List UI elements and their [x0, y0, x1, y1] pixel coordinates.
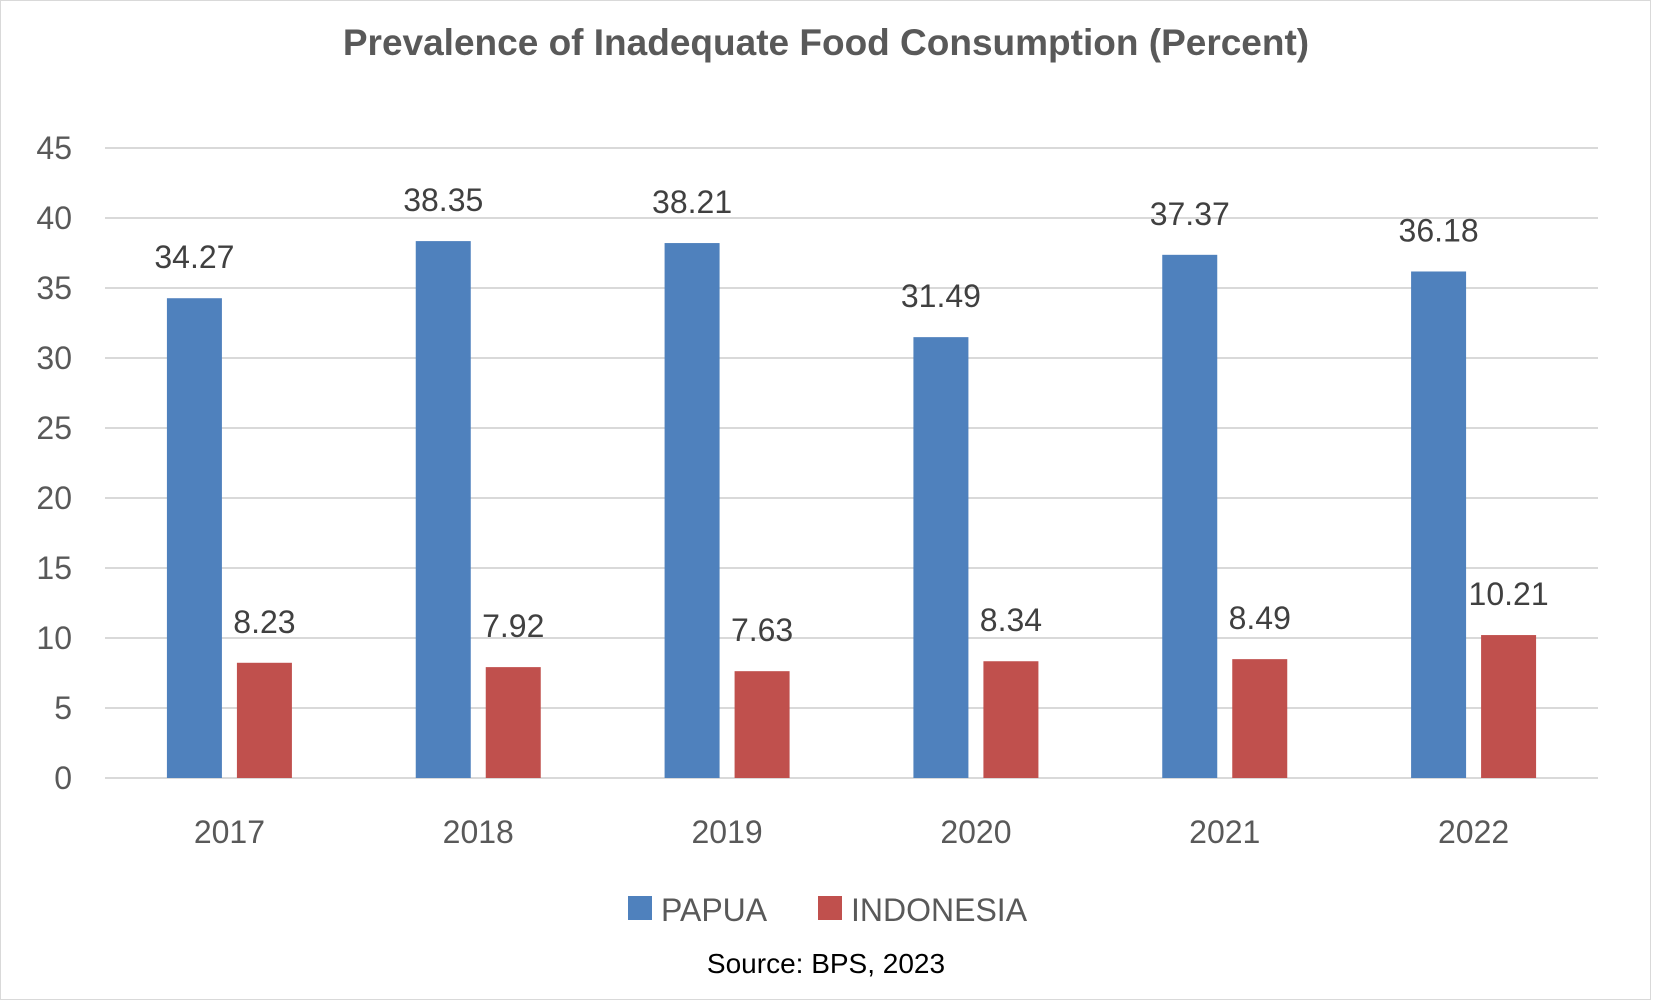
data-label-papua-2018: 38.35	[403, 182, 483, 218]
y-axis-ticks: 0 5 10 15 20 25 30 35 40 45	[36, 130, 72, 796]
y-tick-label: 10	[36, 620, 72, 656]
y-tick-label: 45	[36, 130, 72, 166]
data-label-papua-2022: 36.18	[1399, 212, 1479, 248]
data-label-papua-2021: 37.37	[1150, 196, 1230, 232]
data-label-indonesia-2019: 7.63	[731, 612, 793, 648]
data-label-papua-2019: 38.21	[652, 184, 732, 220]
data-label-indonesia-2021: 8.49	[1229, 600, 1291, 636]
bar-papua-2019	[664, 243, 720, 778]
y-tick-label: 40	[36, 200, 72, 236]
legend-label-indonesia: INDONESIA	[851, 892, 1028, 928]
bar-papua-2020	[913, 337, 969, 778]
y-tick-label: 25	[36, 410, 72, 446]
bar-papua-2022	[1411, 271, 1467, 778]
bar-indonesia-2017	[236, 662, 292, 778]
legend-label-papua: PAPUA	[661, 892, 768, 928]
x-axis-ticks: 2017 2018 2019 2020 2021 2022	[194, 814, 1509, 850]
data-label-papua-2020: 31.49	[901, 278, 981, 314]
data-label-indonesia-2017: 8.23	[233, 604, 295, 640]
data-label-indonesia-2022: 10.21	[1469, 576, 1549, 612]
gridlines	[105, 147, 1598, 779]
legend: PAPUA INDONESIA	[628, 892, 1028, 928]
bar-indonesia-2021	[1232, 659, 1288, 778]
x-tick-label: 2022	[1438, 814, 1509, 850]
x-tick-label: 2020	[940, 814, 1011, 850]
bar-indonesia-2022	[1481, 635, 1537, 778]
data-label-indonesia-2020: 8.34	[980, 602, 1042, 638]
chart-title: Prevalence of Inadequate Food Consumptio…	[343, 22, 1309, 63]
bars	[166, 241, 1537, 779]
y-tick-label: 20	[36, 480, 72, 516]
x-tick-label: 2018	[443, 814, 514, 850]
y-tick-label: 0	[54, 760, 72, 796]
legend-swatch-papua	[628, 896, 652, 920]
bar-papua-2017	[166, 298, 222, 778]
bar-indonesia-2020	[983, 661, 1039, 778]
source-note: Source: BPS, 2023	[707, 948, 945, 979]
y-tick-label: 15	[36, 550, 72, 586]
x-tick-label: 2021	[1189, 814, 1260, 850]
y-tick-label: 30	[36, 340, 72, 376]
bar-papua-2018	[415, 241, 471, 779]
bar-indonesia-2018	[485, 667, 541, 778]
legend-swatch-indonesia	[818, 896, 842, 920]
bar-papua-2021	[1162, 254, 1218, 778]
x-tick-label: 2017	[194, 814, 265, 850]
bar-indonesia-2019	[734, 671, 790, 778]
y-tick-label: 35	[36, 270, 72, 306]
data-labels: 34.27 8.23 38.35 7.92 38.21 7.63 31.49 8.34 37.3…	[154, 182, 1548, 648]
y-tick-label: 5	[54, 690, 72, 726]
x-tick-label: 2019	[691, 814, 762, 850]
data-label-indonesia-2018: 7.92	[482, 608, 544, 644]
data-label-papua-2017: 34.27	[154, 239, 234, 275]
